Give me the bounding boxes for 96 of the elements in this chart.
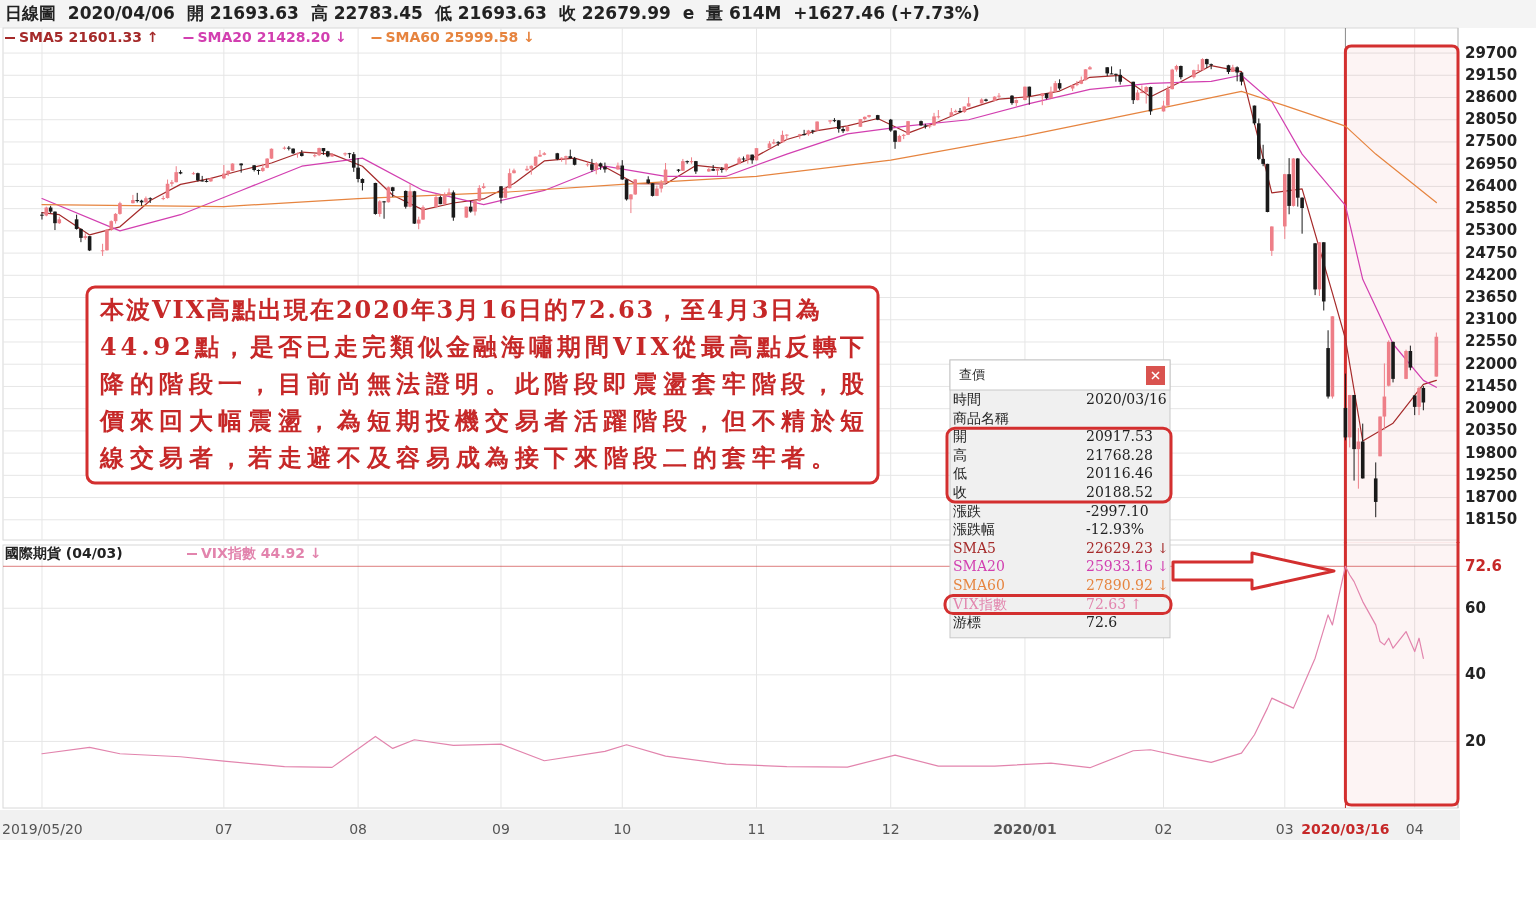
x-tick-label: 04	[1405, 821, 1424, 837]
line-series	[41, 90, 1437, 208]
y-tick-label: 19800	[1465, 443, 1518, 462]
candlestick	[1373, 461, 1378, 518]
y-tick-label: 20	[1465, 731, 1486, 750]
candlestick	[1114, 73, 1118, 83]
annotation: 查價	[959, 366, 985, 382]
candlestick	[131, 194, 135, 204]
annotation: 72.63 ↑	[1086, 595, 1143, 612]
candlestick	[356, 157, 360, 183]
candlestick	[53, 210, 57, 231]
legend-label: SMA20 21428.20 ↓	[197, 29, 347, 45]
y-tick-label: 22550	[1465, 332, 1518, 351]
candlestick	[382, 200, 386, 220]
x-tick-label: 11	[747, 821, 766, 837]
y-tick-label: 29700	[1465, 43, 1518, 62]
y-tick-label: 24750	[1465, 243, 1518, 262]
annotation: 開	[953, 428, 967, 445]
annotation: 20188.52	[1086, 484, 1153, 500]
y-tick-label: 19250	[1465, 465, 1518, 484]
y-tick-label: 26400	[1465, 176, 1518, 195]
candlestick	[1140, 84, 1144, 94]
chart-title: 國際期貨 (04/03)	[5, 545, 123, 561]
candlestick	[828, 119, 832, 125]
y-tick-label: 18700	[1465, 488, 1518, 507]
candlestick	[135, 192, 140, 204]
annotation: -12.93%	[1086, 521, 1145, 538]
annotation: 20116.46	[1086, 465, 1153, 482]
x-tick-label: 12	[881, 821, 900, 837]
x-tick-label: 2020/01	[993, 821, 1057, 837]
candlestick	[447, 187, 451, 198]
annotation: 22629.23 ↓	[1086, 539, 1169, 556]
annotation: SMA5	[953, 539, 996, 556]
candlestick	[629, 193, 633, 214]
y-tick-label: 20900	[1465, 399, 1518, 418]
x-tick-label: 08	[349, 821, 367, 837]
annotation: 低	[953, 465, 967, 482]
candlestick	[40, 211, 44, 221]
y-tick-label: 21450	[1465, 376, 1518, 395]
annotation: 27890.92 ↓	[1086, 577, 1169, 593]
candlestick	[1088, 65, 1092, 71]
x-tick-label: 10	[613, 821, 632, 837]
x-tick-label: 2019/05/20	[2, 821, 83, 837]
x-tick-label: 02	[1154, 821, 1173, 837]
y-tick-label: 20350	[1465, 421, 1518, 440]
y-tick-label: 27500	[1465, 132, 1518, 151]
annotation: 商品名稱	[953, 409, 1009, 426]
y-tick-label: 29150	[1465, 65, 1518, 84]
y-tick-label: 60	[1465, 598, 1486, 617]
candlestick	[590, 158, 594, 173]
ref-line-label: 2020/03/16	[1301, 821, 1390, 837]
annotation: 時間	[953, 391, 981, 407]
annotation: 高	[953, 446, 967, 463]
x-tick-label: 09	[492, 821, 510, 837]
annotation: -2997.10	[1086, 502, 1149, 519]
annotation: SMA20	[953, 558, 1005, 575]
candlestick	[958, 107, 962, 113]
candlestick	[802, 129, 806, 136]
candlestick	[564, 155, 568, 166]
annotation: 25933.16 ↓	[1086, 558, 1169, 575]
x-tick-label: 07	[214, 821, 233, 837]
ref-line-label: 72.6	[1465, 556, 1503, 575]
y-tick-label: 18150	[1465, 510, 1518, 529]
candlestick	[1049, 86, 1053, 100]
y-tick-label: 40	[1465, 665, 1486, 684]
legend-label: SMA5 21601.33 ↑	[19, 29, 159, 45]
annotation: 20917.53	[1086, 428, 1153, 445]
candlestick	[538, 149, 542, 158]
annotation: 漲跌幅	[953, 521, 995, 538]
candlestick	[1417, 385, 1421, 416]
candlestick	[776, 140, 780, 147]
legend-label: VIX指數 44.92 ↓	[201, 545, 322, 561]
y-tick-label: 23650	[1465, 288, 1518, 307]
annotation: 漲跌	[953, 502, 981, 519]
y-tick-label: 28600	[1465, 88, 1518, 107]
y-tick-label: 24200	[1465, 265, 1518, 284]
candlestick	[997, 92, 1001, 99]
y-tick-label: 26950	[1465, 154, 1518, 173]
candlestick	[403, 189, 408, 210]
candlestick	[343, 151, 347, 157]
y-tick-label: 28050	[1465, 110, 1518, 129]
legend-label: SMA60 25999.58 ↓	[385, 29, 535, 45]
annotation: 21768.28	[1086, 446, 1153, 463]
annotation: 2020/03/16	[1086, 391, 1167, 407]
annotation: 游標	[953, 614, 981, 631]
annotation: 收	[953, 484, 967, 500]
chart-title: 日線圖 2020/04/06 開 21693.63 高 22783.45 低 21693.63 收 22679.99 e 量 614M +1627.46 (+7.73%)	[5, 3, 980, 23]
annotation: SMA60	[953, 577, 1005, 593]
y-tick-label: 25850	[1465, 199, 1518, 218]
annotation: VIX指數	[952, 595, 1007, 612]
x-tick-label: 03	[1275, 821, 1294, 837]
annotation: 72.6	[1086, 614, 1118, 631]
candlestick	[620, 159, 625, 181]
y-tick-label: 22000	[1465, 354, 1518, 373]
y-tick-label: 23100	[1465, 310, 1518, 329]
y-tick-label: 25300	[1465, 221, 1518, 240]
